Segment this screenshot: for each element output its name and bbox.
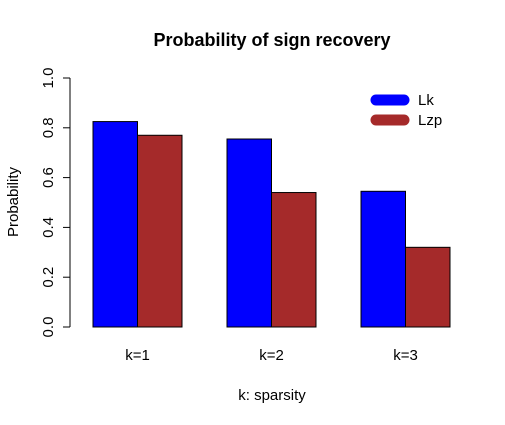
- y-tick-label: 1.0: [40, 68, 57, 89]
- x-tick-label: k=1: [125, 347, 150, 364]
- bar-lk-2: [226, 138, 272, 328]
- legend-label-lzp: Lzp: [418, 112, 442, 129]
- bar-lk-3: [360, 190, 406, 328]
- x-tick-label: k=3: [393, 347, 418, 364]
- bar-lzp-3: [405, 246, 451, 328]
- y-tick-label: 0.2: [40, 267, 57, 288]
- bar-lk-1: [92, 121, 138, 328]
- chart-title: Probability of sign recovery: [153, 30, 390, 50]
- y-tick-label: 0.4: [40, 217, 57, 238]
- x-tick-label: k=2: [259, 347, 284, 364]
- legend: Lk Lzp: [370, 92, 442, 129]
- bar-lzp-2: [271, 192, 317, 328]
- y-axis-label: Probability: [5, 166, 22, 237]
- y-tick-label: 0.8: [40, 117, 57, 138]
- bars-group: [92, 121, 451, 328]
- legend-label-lk: Lk: [418, 92, 434, 109]
- x-tick-labels: k=1 k=2 k=3: [125, 347, 418, 364]
- bar-lzp-1: [137, 134, 183, 328]
- y-tick-label: 0.6: [40, 167, 57, 188]
- x-axis-label: k: sparsity: [238, 387, 306, 404]
- y-tick-label: 0.0: [40, 317, 57, 338]
- y-axis: 0.0 0.2 0.4 0.6 0.8 1.0: [40, 68, 71, 338]
